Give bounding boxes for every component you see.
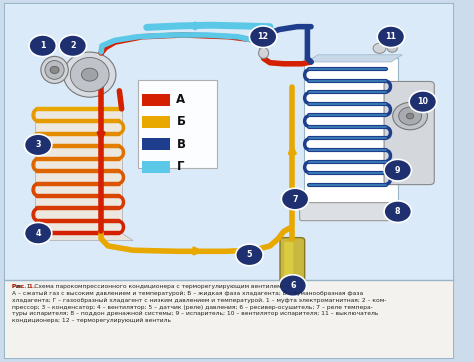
Ellipse shape [373, 43, 386, 53]
Bar [142, 94, 170, 106]
FancyBboxPatch shape [284, 242, 293, 283]
Text: 10: 10 [418, 97, 428, 106]
Circle shape [59, 35, 86, 56]
Circle shape [384, 159, 411, 181]
Circle shape [29, 35, 56, 56]
Text: А: А [176, 93, 185, 106]
Circle shape [249, 26, 277, 47]
FancyBboxPatch shape [384, 81, 434, 185]
Ellipse shape [64, 52, 116, 97]
Text: В: В [176, 138, 185, 151]
Circle shape [50, 66, 59, 73]
Text: 2: 2 [70, 41, 76, 50]
Ellipse shape [70, 58, 109, 92]
Ellipse shape [45, 60, 64, 79]
Bar [5, 280, 453, 358]
Text: 9: 9 [395, 166, 401, 175]
Text: 5: 5 [246, 251, 252, 260]
Text: 12: 12 [257, 32, 269, 41]
Bar [142, 138, 170, 150]
Circle shape [384, 201, 411, 223]
Circle shape [409, 91, 437, 113]
Ellipse shape [258, 47, 269, 58]
Bar [142, 116, 170, 128]
Text: Г: Г [176, 160, 184, 173]
Text: Рис. 1.: Рис. 1. [12, 285, 36, 290]
FancyBboxPatch shape [137, 80, 218, 168]
Text: 8: 8 [395, 207, 401, 216]
Bar [142, 161, 170, 173]
FancyBboxPatch shape [304, 58, 398, 203]
Bar [5, 4, 453, 280]
Text: 6: 6 [290, 281, 296, 290]
FancyBboxPatch shape [280, 237, 305, 287]
Text: 1: 1 [40, 41, 46, 50]
Circle shape [25, 134, 52, 156]
Circle shape [82, 68, 98, 81]
Text: Рис. 1. Схема парокомпрессионного кондиционера с терморегулирующим вентилем:
А –: Рис. 1. Схема парокомпрессионного кондиц… [12, 285, 386, 323]
Ellipse shape [387, 44, 397, 52]
Polygon shape [35, 109, 122, 233]
Circle shape [279, 275, 307, 296]
Circle shape [393, 102, 428, 130]
Text: 3: 3 [36, 140, 41, 150]
Ellipse shape [246, 251, 255, 260]
Circle shape [236, 244, 263, 266]
Text: 7: 7 [292, 194, 298, 203]
FancyBboxPatch shape [300, 203, 400, 221]
Circle shape [25, 223, 52, 244]
Text: Б: Б [176, 115, 185, 129]
Circle shape [406, 113, 414, 119]
Circle shape [377, 26, 405, 47]
Circle shape [399, 107, 421, 125]
Text: 11: 11 [385, 32, 396, 41]
Ellipse shape [41, 56, 68, 84]
Polygon shape [307, 55, 402, 62]
Polygon shape [35, 233, 133, 240]
Circle shape [282, 188, 309, 210]
Text: 4: 4 [36, 229, 41, 238]
